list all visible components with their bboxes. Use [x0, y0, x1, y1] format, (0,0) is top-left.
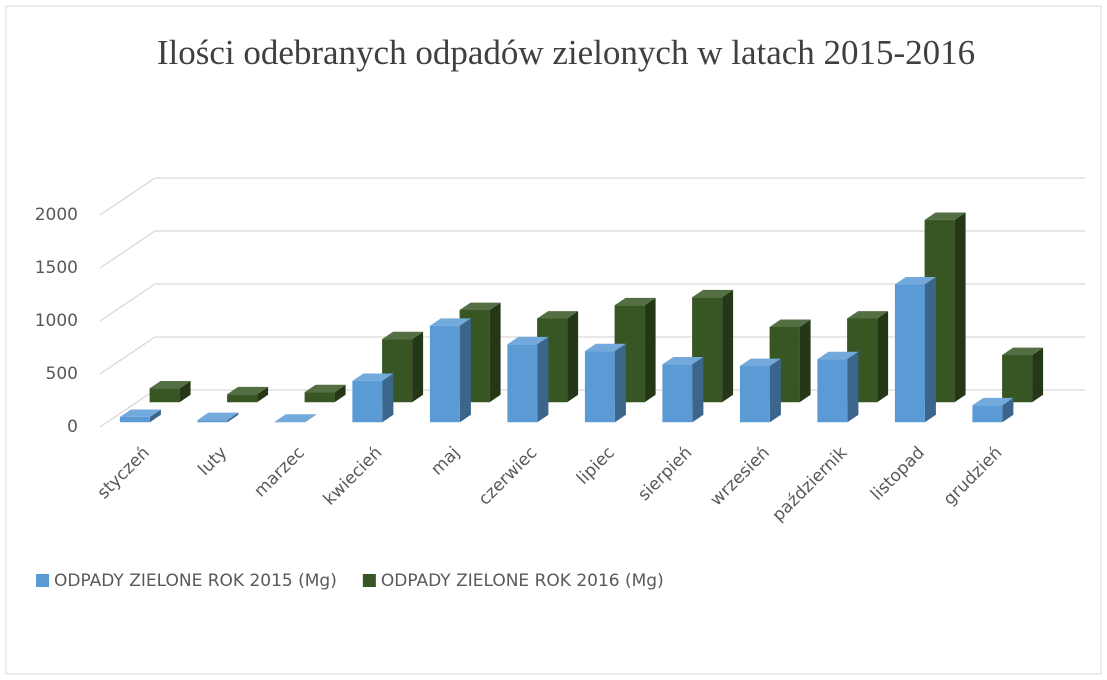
bar-side [1032, 347, 1044, 403]
bar-top [382, 331, 424, 340]
bar-side [179, 381, 191, 403]
bar [149, 381, 191, 403]
bar-top [894, 276, 936, 285]
bar-front [817, 359, 848, 423]
bar [584, 343, 626, 423]
bar-side [334, 384, 346, 403]
bar [739, 358, 781, 423]
bar-front [894, 284, 925, 423]
bar-side [1002, 397, 1014, 423]
bar-side [382, 373, 394, 423]
legend-swatch [36, 574, 49, 587]
bar-top [119, 409, 161, 417]
bar-front [274, 421, 305, 423]
bar [304, 384, 346, 403]
y-tick-label: 1000 [35, 311, 78, 331]
bar-front [429, 325, 460, 423]
bar-top [739, 358, 781, 367]
bar-top [1002, 347, 1044, 356]
bar-side [412, 331, 424, 403]
bar-side [227, 412, 239, 423]
bar-front [507, 344, 538, 423]
y-tick-label: 1500 [35, 258, 78, 278]
bar [662, 357, 704, 423]
bar-top [304, 384, 346, 393]
legend-swatch [362, 574, 376, 587]
bar-front [972, 405, 1003, 423]
bar-top [352, 373, 394, 381]
bar-front [149, 388, 180, 403]
bar [972, 397, 1014, 423]
y-tick-label: 2000 [35, 205, 78, 225]
bar-side [149, 409, 161, 423]
bar [352, 373, 394, 423]
bar-side [722, 289, 734, 403]
bar-front [352, 380, 383, 423]
bar [429, 318, 471, 423]
bar-side [257, 386, 269, 403]
bar-side [769, 358, 781, 423]
bar-side [614, 343, 626, 423]
bar-side [847, 351, 859, 423]
bar-top [197, 412, 239, 421]
y-tick-label: 500 [46, 364, 78, 384]
bar [1002, 347, 1044, 403]
bar-top [507, 336, 549, 345]
bar-top [274, 414, 316, 422]
bar-top [614, 297, 656, 306]
bar [817, 351, 859, 423]
legend-label: ODPADY ZIELONE ROK 2015 (Mg) [54, 571, 337, 591]
bar-front [662, 364, 693, 423]
bar-front [1002, 355, 1033, 403]
bar-side [567, 311, 579, 403]
bar-side [304, 414, 316, 423]
bar-top [459, 302, 501, 310]
grid-line [99, 230, 1085, 269]
bar [274, 414, 316, 423]
y-tick-label: 0 [67, 417, 78, 437]
bar-top [662, 357, 704, 365]
bar-top [847, 311, 889, 319]
bar-front [304, 392, 335, 403]
bar-front [119, 416, 150, 423]
chart-title: Ilości odebranych odpadów zielonych w la… [157, 33, 975, 72]
bar-front [197, 420, 228, 423]
bar-side [644, 297, 656, 403]
bar-side [537, 336, 549, 423]
bar-top [817, 351, 859, 360]
bar-side [799, 319, 811, 403]
bar-top [769, 319, 811, 327]
bar-front [584, 351, 615, 423]
bar-side [692, 357, 704, 423]
bar-side [954, 212, 966, 403]
bar-top [227, 386, 269, 395]
bar-side [877, 311, 889, 403]
bar-side [924, 276, 936, 423]
bar [197, 412, 239, 423]
bar-top [429, 318, 471, 326]
bar [227, 386, 269, 403]
bar-top [924, 212, 966, 220]
bar-top [584, 343, 626, 352]
grid-line [99, 283, 1085, 322]
bar [119, 409, 161, 423]
bar-side [459, 318, 471, 423]
bar-top [537, 311, 579, 319]
bar-front [227, 394, 258, 403]
bar-top [972, 397, 1014, 406]
legend-label: ODPADY ZIELONE ROK 2016 (Mg) [381, 571, 664, 591]
bar-front [739, 366, 770, 423]
bar-top [692, 289, 734, 298]
bar-side [489, 302, 501, 403]
bar [894, 276, 936, 423]
bar-top [149, 381, 191, 389]
bar [507, 336, 549, 423]
grid-line [99, 177, 1085, 216]
